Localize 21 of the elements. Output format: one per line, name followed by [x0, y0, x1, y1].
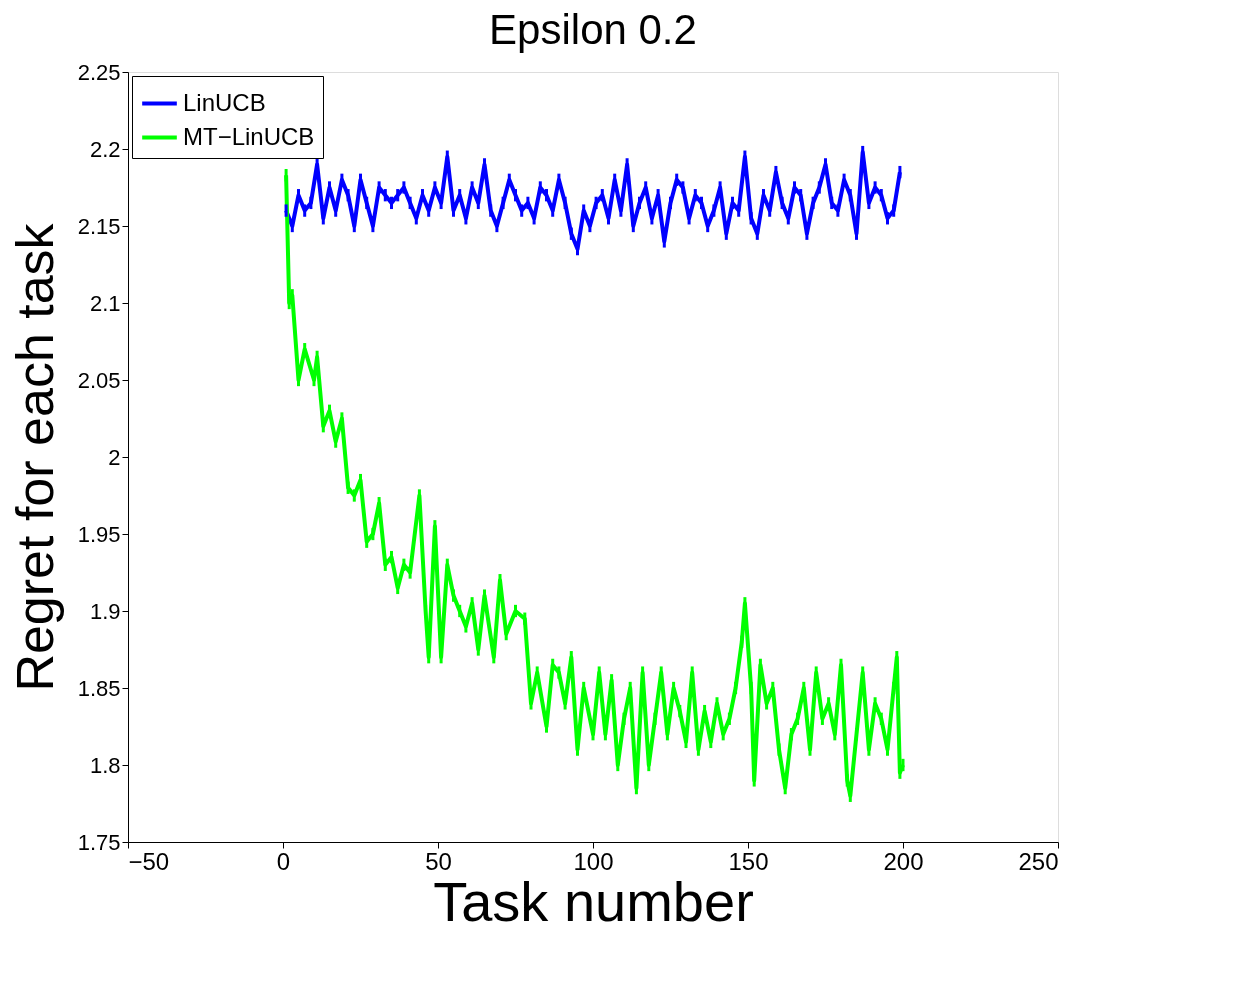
y-tick-label: 2.05 [77, 367, 121, 393]
y-tick-label: 1.75 [77, 829, 121, 855]
y-tick-label: 1.85 [77, 675, 121, 701]
legend-label: MT−LinUCB [183, 122, 315, 150]
y-tick-label: 2.1 [89, 290, 121, 316]
y-axis-title: Regret for each task [5, 222, 64, 692]
y-tick-label: 1.8 [89, 752, 121, 778]
chart-title: Epsilon 0.2 [489, 6, 697, 53]
line-series [284, 173, 905, 798]
legend-label: LinUCB [183, 88, 266, 116]
line-series [284, 150, 902, 252]
x-tick-label: 250 [1018, 847, 1059, 875]
x-tick-label: 200 [883, 847, 924, 875]
y-tick-label: 2.15 [77, 213, 121, 239]
y-tick-label: 2 [108, 444, 121, 470]
x-tick-label: −50 [128, 847, 170, 875]
y-tick-label: 2.2 [89, 136, 121, 162]
y-tick-label: 1.95 [77, 521, 121, 547]
y-tick-label: 2.25 [77, 59, 121, 85]
x-tick-label: 0 [276, 847, 291, 875]
y-tick-label: 1.9 [89, 598, 121, 624]
